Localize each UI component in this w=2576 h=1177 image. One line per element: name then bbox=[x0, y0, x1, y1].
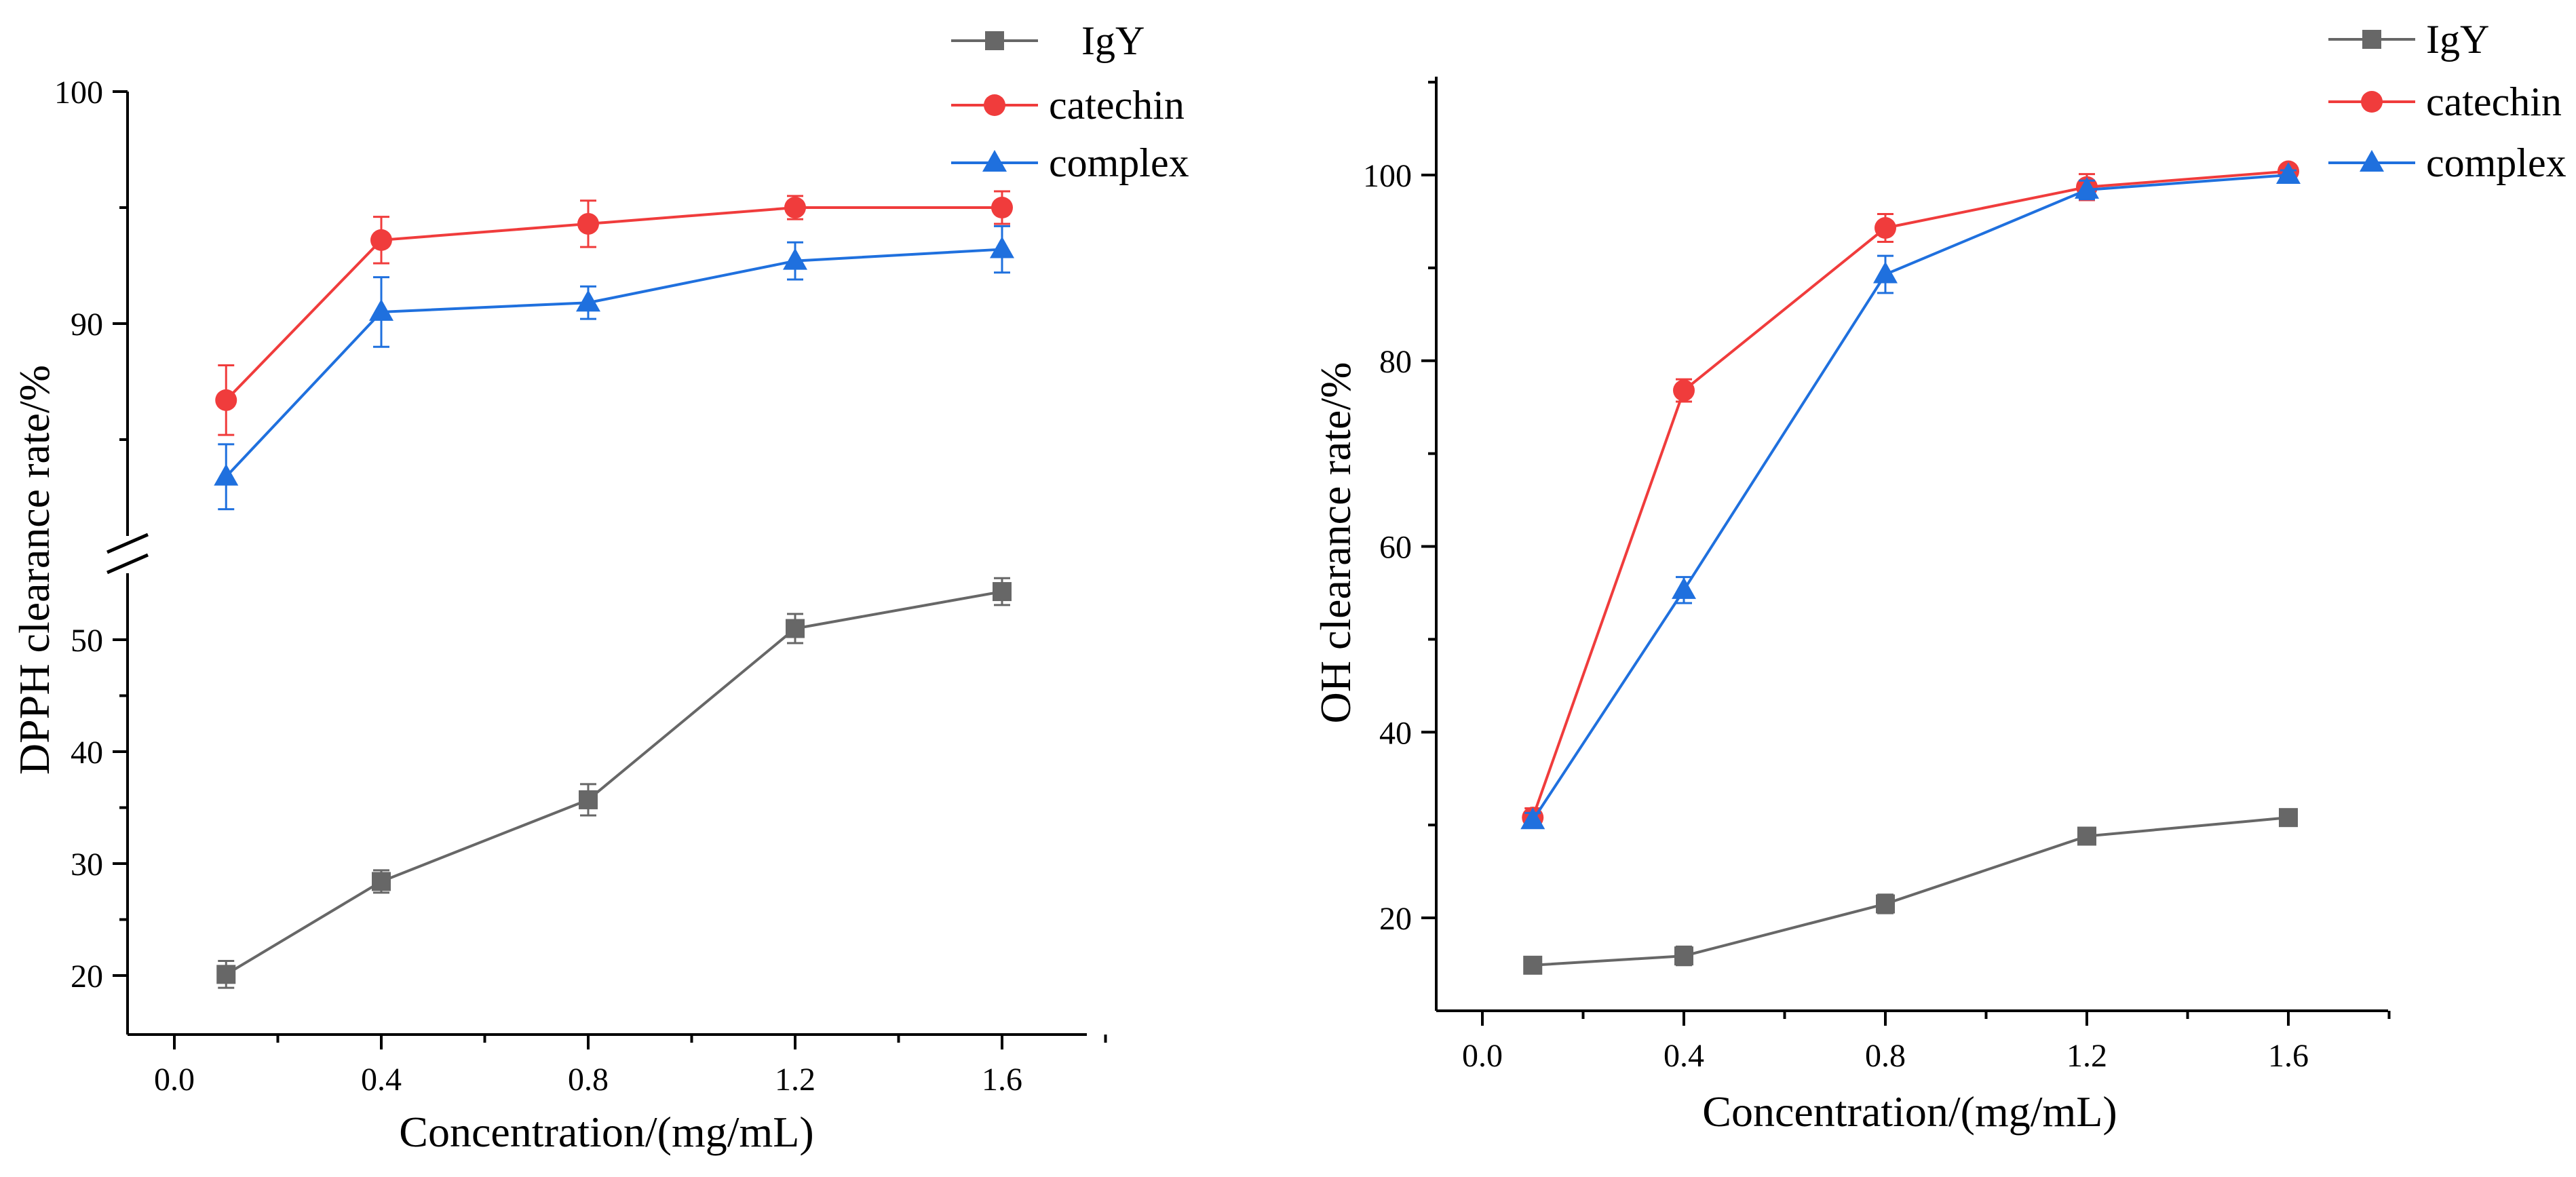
dpph-legend-complex-label: complex bbox=[1049, 140, 1189, 185]
oh-igy-point bbox=[1523, 955, 1543, 975]
dpph-igy-line bbox=[225, 590, 1003, 976]
oh-complex-point bbox=[2276, 162, 2301, 184]
oh-x-tick-label: 1.2 bbox=[2066, 1038, 2107, 1074]
dpph-legend-igy-marker bbox=[985, 31, 1004, 50]
oh-igy-point bbox=[2077, 826, 2096, 846]
oh-legend-igy-marker bbox=[2362, 30, 2381, 49]
oh-complex-point bbox=[1873, 261, 1898, 284]
dpph-series-igy bbox=[216, 577, 1012, 989]
dpph-complex-point bbox=[576, 290, 600, 312]
dpph-y-tick-label: 40 bbox=[71, 735, 103, 771]
dpph-catechin-point bbox=[215, 389, 237, 411]
oh-complex-point bbox=[2075, 176, 2099, 199]
oh-legend-complex-marker bbox=[2360, 150, 2384, 172]
dpph-complex-line bbox=[225, 248, 1003, 478]
oh-igy-line bbox=[1533, 816, 2289, 967]
dpph-complex-point bbox=[990, 236, 1014, 258]
dpph-catechin-point bbox=[370, 229, 392, 251]
dpph-catechin-line bbox=[225, 206, 1002, 402]
dpph-legend: IgY catechin complex bbox=[951, 18, 1189, 185]
oh-series-igy bbox=[1523, 808, 2298, 975]
dpph-x-tick-label: 0.4 bbox=[361, 1062, 402, 1098]
oh-complex-point bbox=[1672, 577, 1696, 599]
oh-x-tick-label: 0.4 bbox=[1664, 1038, 1704, 1074]
dpph-axis-break-mark-2 bbox=[107, 553, 149, 575]
oh-chart: 0.0 0.4 0.8 1.2 1.6 20 40 60 80 100 Concentration/… bbox=[1311, 17, 2567, 1136]
dpph-igy-point bbox=[786, 619, 805, 638]
oh-legend-complex-label: complex bbox=[2426, 140, 2567, 185]
dpph-y-tick-label: 30 bbox=[71, 847, 103, 883]
oh-igy-point bbox=[1674, 946, 1693, 966]
dpph-x-tick-label: 0.0 bbox=[154, 1062, 195, 1098]
dpph-series-catechin bbox=[215, 190, 1013, 436]
dpph-igy-point bbox=[579, 790, 598, 809]
dpph-catechin-point bbox=[991, 197, 1013, 218]
dpph-y-tick-label: 50 bbox=[71, 623, 103, 659]
dpph-y-tick-label: 90 bbox=[71, 307, 103, 343]
dpph-igy-point bbox=[993, 582, 1012, 602]
oh-legend-igy-label: IgY bbox=[2426, 17, 2489, 62]
dpph-complex-point bbox=[369, 298, 393, 321]
oh-series-complex bbox=[1520, 162, 2301, 830]
oh-catechin-line bbox=[1531, 170, 2289, 818]
dpph-x-axis-title: Concentration/(mg/mL) bbox=[399, 1108, 813, 1156]
dpph-igy-point bbox=[372, 872, 391, 891]
dpph-y-tick-label: 20 bbox=[71, 959, 103, 995]
oh-igy-point bbox=[1876, 894, 1895, 914]
oh-catechin-point bbox=[1673, 379, 1695, 402]
dpph-x-tick-label: 1.2 bbox=[775, 1062, 815, 1098]
oh-legend-catechin-marker bbox=[2361, 91, 2383, 113]
oh-y-tick-label: 20 bbox=[1379, 901, 1412, 937]
dpph-legend-igy-label: IgY bbox=[1081, 18, 1145, 63]
dpph-axis-break-mark-1 bbox=[107, 533, 149, 554]
dpph-catechin-point bbox=[784, 197, 806, 218]
dpph-y-axis-title: DPPH clearance rate/% bbox=[10, 365, 58, 775]
dpph-legend-catechin-label: catechin bbox=[1049, 83, 1185, 128]
oh-complex-point bbox=[1520, 807, 1545, 830]
oh-y-tick-label: 60 bbox=[1379, 530, 1412, 566]
dpph-chart: 0.0 0.4 0.8 1.2 1.6 20 30 40 50 90 100 Concentratio… bbox=[10, 18, 1189, 1156]
oh-legend-catechin-label: catechin bbox=[2426, 79, 2562, 124]
oh-x-tick-label: 0.8 bbox=[1865, 1038, 1906, 1074]
oh-y-tick-label: 80 bbox=[1379, 344, 1412, 380]
dpph-x-tick-label: 0.8 bbox=[568, 1062, 609, 1098]
oh-series-catechin bbox=[1522, 160, 2299, 829]
dpph-x-tick-label: 1.6 bbox=[982, 1062, 1022, 1098]
oh-y-axis-title: OH clearance rate/% bbox=[1311, 362, 1360, 724]
oh-y-tick-label: 40 bbox=[1379, 715, 1412, 751]
dpph-complex-point bbox=[783, 248, 807, 270]
dpph-complex-point bbox=[214, 463, 239, 486]
oh-y-tick-label: 100 bbox=[1363, 158, 1412, 194]
oh-x-axis-title: Concentration/(mg/mL) bbox=[1702, 1087, 2117, 1136]
oh-igy-point bbox=[2279, 808, 2298, 828]
dpph-catechin-point bbox=[577, 212, 599, 235]
oh-x-tick-label: 1.6 bbox=[2268, 1038, 2309, 1074]
oh-legend: IgY catechin complex bbox=[2328, 17, 2567, 185]
dpph-y-tick-label: 100 bbox=[54, 75, 103, 111]
dpph-series-complex bbox=[214, 225, 1014, 511]
dpph-igy-point bbox=[216, 965, 236, 984]
dpph-legend-catechin-marker bbox=[984, 94, 1005, 116]
oh-x-tick-label: 0.0 bbox=[1462, 1038, 1503, 1074]
dpph-legend-complex-marker bbox=[982, 150, 1007, 172]
oh-catechin-point bbox=[1875, 217, 1896, 239]
